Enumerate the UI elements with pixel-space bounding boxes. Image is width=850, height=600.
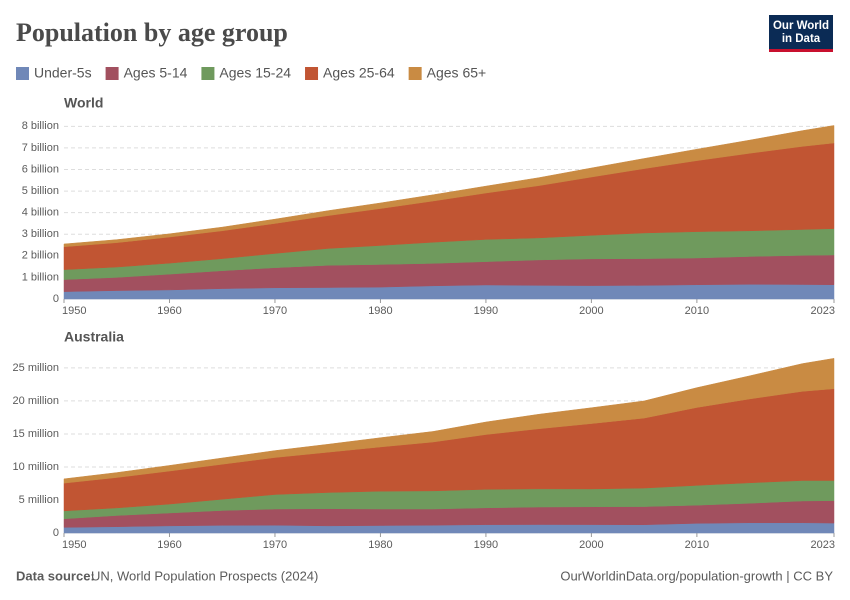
x-tick-label: 2010 <box>685 539 709 551</box>
x-tick-label: 1950 <box>62 305 86 317</box>
x-tick-label: 1960 <box>157 539 181 551</box>
x-tick-label: 1960 <box>157 305 181 317</box>
chart-title: Population by age group <box>16 18 288 47</box>
x-tick-label: 1990 <box>474 305 498 317</box>
x-tick-label: 2023 <box>811 305 835 317</box>
y-tick-label: 0 <box>53 527 59 539</box>
logo-text: Our World <box>773 20 829 32</box>
logo-text: in Data <box>782 33 821 45</box>
x-tick-label: 1980 <box>368 305 392 317</box>
footer-url: OurWorldinData.org/population-growth | C… <box>560 568 833 583</box>
x-tick-label: 1970 <box>263 305 287 317</box>
panel-title: Australia <box>64 329 124 345</box>
source-label: Data source: <box>16 568 95 583</box>
y-tick-label: 15 million <box>13 428 59 440</box>
y-tick-label: 8 billion <box>22 120 59 132</box>
y-tick-label: 20 million <box>13 395 59 407</box>
x-tick-label: 2000 <box>579 539 603 551</box>
area <box>63 125 835 248</box>
y-tick-label: 2 billion <box>22 250 59 262</box>
area <box>63 358 835 484</box>
legend-label: Ages 25-64 <box>323 65 395 81</box>
x-tick-label: 1990 <box>474 539 498 551</box>
y-tick-label: 0 <box>53 293 59 305</box>
y-tick-label: 5 billion <box>22 185 59 197</box>
x-tick-label: 1980 <box>368 539 392 551</box>
legend-swatch <box>201 67 215 80</box>
y-tick-label: 25 million <box>13 362 59 374</box>
source: UN, World Population Prospects (2024) <box>91 568 318 583</box>
logo-stripe <box>769 49 833 52</box>
legend-label: Under-5s <box>34 65 92 81</box>
y-tick-label: 1 billion <box>22 271 59 283</box>
legend-swatch <box>408 67 422 80</box>
x-tick-label: 2000 <box>579 305 603 317</box>
legend-swatch <box>305 67 319 80</box>
y-tick-label: 5 million <box>19 494 59 506</box>
x-tick-label: 2023 <box>811 539 835 551</box>
legend-label: Ages 5-14 <box>124 65 188 81</box>
y-tick-label: 6 billion <box>22 163 59 175</box>
x-tick-label: 2010 <box>685 305 709 317</box>
legend-swatch <box>105 67 119 80</box>
logo-box <box>769 15 833 52</box>
y-tick-label: 3 billion <box>22 228 59 240</box>
y-tick-label: 4 billion <box>22 207 59 219</box>
y-tick-label: 10 million <box>13 461 59 473</box>
legend-label: Ages 65+ <box>427 65 487 81</box>
legend: Under-5s Ages 5-14 Ages 15-24 Ages 25-64 Age… <box>16 65 486 81</box>
legend-swatch <box>16 67 29 80</box>
panel-title: World <box>64 95 103 111</box>
y-tick-label: 7 billion <box>22 142 59 154</box>
x-tick-label: 1970 <box>263 539 287 551</box>
legend-label: Ages 15-24 <box>219 65 291 81</box>
x-tick-label: 1950 <box>62 539 86 551</box>
